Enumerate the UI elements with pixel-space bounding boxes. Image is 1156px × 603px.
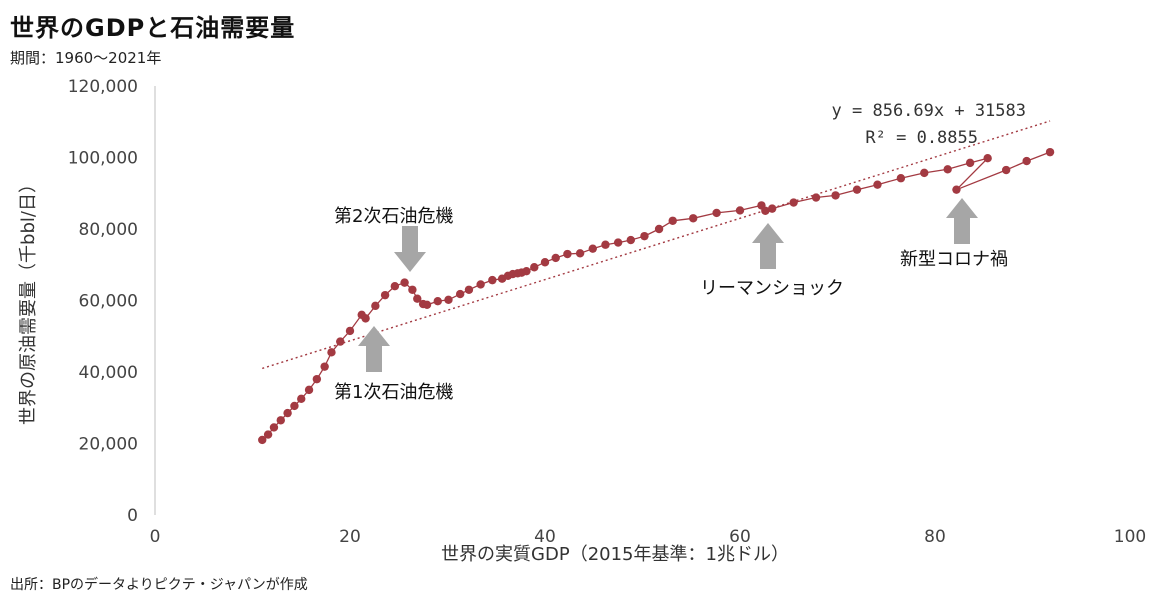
data-point (522, 266, 531, 276)
data-point (283, 408, 292, 418)
data-point (811, 193, 821, 202)
oil-crisis-1-arrow (358, 326, 390, 372)
data-point (444, 295, 453, 304)
data-point (563, 249, 572, 259)
axes: 0 20,000 40,000 60,000 80,000 100,000 120,000 0… (18, 77, 1146, 565)
x-axis-title: 世界の実質GDP（2015年基準：1兆ドル） (441, 544, 789, 565)
chart-title: 世界のGDPと石油需要量 (10, 14, 296, 42)
data-point (873, 180, 882, 189)
covid-label: 新型コロナ禍 (900, 249, 1008, 270)
data-point (276, 416, 285, 425)
source-note: 出所：BPのデータよりピクテ・ジャパンが作成 (10, 577, 308, 593)
y-tick-label: 40,000 (79, 363, 138, 383)
data-point (345, 326, 355, 336)
data-point (896, 174, 906, 183)
data-point (540, 258, 550, 267)
data-point (943, 165, 952, 174)
data-point (952, 185, 961, 194)
data-point (735, 206, 745, 215)
y-axis-title: 世界の原油需要量（千bbl/日） (18, 175, 39, 425)
data-point (965, 158, 975, 168)
data-point (258, 435, 267, 445)
data-point (312, 374, 322, 384)
data-point (390, 282, 400, 291)
data-point (422, 300, 432, 309)
y-tick-label: 60,000 (79, 292, 138, 312)
data-point (1045, 147, 1055, 157)
oil-crisis-2-arrow (394, 226, 426, 272)
data-point (654, 224, 664, 234)
data-point (400, 278, 409, 287)
trendline-equation: y = 856.69x + 31583 (832, 101, 1026, 121)
oil-crisis-2-label: 第2次石油危機 (334, 206, 453, 227)
data-point (408, 285, 417, 294)
oil-crisis-1-label: 第1次石油危機 (334, 382, 453, 403)
data-point (761, 206, 770, 215)
series-layer (258, 147, 1055, 445)
data-point (380, 290, 390, 300)
data-point (831, 191, 840, 200)
data-point (297, 394, 306, 404)
data-point (464, 285, 474, 294)
chart-period: 期間：1960〜2021年 (10, 49, 162, 67)
data-point (290, 401, 299, 411)
x-tick-label: 80 (924, 527, 946, 547)
data-point (575, 249, 585, 258)
data-point (626, 235, 635, 245)
data-point (983, 154, 992, 163)
covid-arrow (946, 198, 978, 244)
x-tick-label: 100 (1114, 527, 1146, 547)
data-point (668, 216, 677, 225)
y-tick-label: 80,000 (79, 220, 138, 240)
x-tick-label: 20 (339, 527, 361, 547)
data-point (304, 385, 314, 395)
data-point (361, 314, 370, 323)
trendline (262, 120, 1051, 370)
data-point (601, 240, 610, 249)
lehman-shock-arrow (752, 223, 784, 269)
y-tick-label: 20,000 (79, 435, 138, 455)
x-tick-label: 0 (150, 527, 161, 547)
data-point (640, 231, 649, 241)
data-point (1022, 156, 1031, 166)
data-point (920, 168, 929, 178)
trendline-layer: y = 856.69x + 31583 R² = 0.8855 (262, 101, 1051, 370)
data-point (320, 362, 329, 371)
data-point (476, 280, 485, 289)
data-point (789, 198, 798, 207)
data-point (530, 263, 539, 272)
y-tick-label: 0 (127, 506, 138, 526)
data-point (712, 208, 721, 218)
data-point (689, 214, 698, 223)
data-point (1001, 165, 1011, 175)
data-point (433, 297, 442, 306)
data-point (269, 423, 279, 432)
data-point (767, 204, 777, 213)
data-point (488, 275, 497, 285)
x-tick-label: 60 (729, 527, 751, 547)
data-point (455, 289, 465, 299)
data-point (613, 238, 623, 247)
trendline-r2: R² = 0.8855 (865, 128, 978, 148)
data-point (371, 301, 380, 311)
data-point (336, 337, 345, 346)
data-point (263, 430, 273, 439)
data-point (588, 244, 597, 253)
data-point (413, 294, 422, 303)
x-tick-label: 40 (534, 527, 556, 547)
y-tick-label: 100,000 (68, 149, 138, 169)
data-point (551, 253, 560, 263)
data-point (852, 185, 862, 194)
lehman-shock-label: リーマンショック (700, 278, 844, 299)
y-tick-label: 120,000 (68, 77, 138, 97)
data-point (327, 348, 336, 357)
